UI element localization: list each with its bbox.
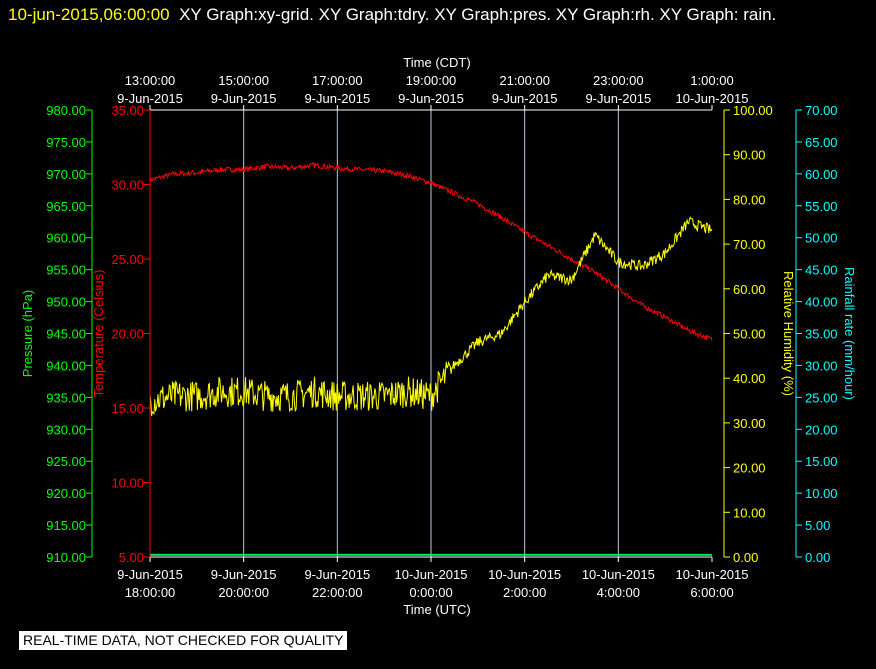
humidity-tick-label: 0.00 bbox=[733, 550, 758, 565]
humidity-tick-label: 40.00 bbox=[733, 371, 766, 386]
rain-tick-label: 15.00 bbox=[805, 454, 838, 469]
x-top-tick-label-date: 9-Jun-2015 bbox=[211, 91, 277, 106]
rain-tick-label: 45.00 bbox=[805, 263, 838, 278]
x-bottom-tick-label-date: 9-Jun-2015 bbox=[211, 567, 277, 582]
pressure-tick-label: 955.00 bbox=[46, 263, 86, 278]
x-top-tick-label-time: 23:00:00 bbox=[593, 73, 644, 88]
x-top-axis-title: Time (CDT) bbox=[403, 55, 470, 70]
axes-layer: 13:00:00 9-Jun-2015 15:00:00 9-Jun-2015 17:0… bbox=[20, 55, 857, 617]
qc-warning-banner: REAL-TIME DATA, NOT CHECKED FOR QUALITY bbox=[19, 631, 348, 650]
x-top-tick-label-time: 1:00:00 bbox=[690, 73, 733, 88]
temperature-tick-label: 25.00 bbox=[111, 252, 144, 267]
rain-tick-label: 10.00 bbox=[805, 486, 838, 501]
humidity-tick-label: 70.00 bbox=[733, 237, 766, 252]
rain-tick-label: 60.00 bbox=[805, 167, 838, 182]
x-bottom-tick-label-time: 6:00:00 bbox=[690, 585, 733, 600]
rain-tick-label: 5.00 bbox=[805, 518, 830, 533]
pressure-tick-label: 920.00 bbox=[46, 486, 86, 501]
x-top-tick-label-date: 10-Jun-2015 bbox=[676, 91, 749, 106]
x-top-tick-label-time: 17:00:00 bbox=[312, 73, 363, 88]
temperature-axis-title: Temperature (Celsius) bbox=[91, 270, 106, 398]
rain-tick-label: 65.00 bbox=[805, 135, 838, 150]
pressure-tick-label: 970.00 bbox=[46, 167, 86, 182]
x-bottom-tick-label-time: 22:00:00 bbox=[312, 585, 363, 600]
rain-tick-label: 70.00 bbox=[805, 103, 838, 118]
x-bottom-tick-label-date: 9-Jun-2015 bbox=[117, 567, 183, 582]
temperature-tick-label: 35.00 bbox=[111, 103, 144, 118]
rain-tick-label: 30.00 bbox=[805, 358, 838, 373]
series-humidity bbox=[149, 216, 713, 416]
x-bottom-tick-label-time: 0:00:00 bbox=[409, 585, 452, 600]
rain-tick-label: 55.00 bbox=[805, 199, 838, 214]
pressure-tick-label: 945.00 bbox=[46, 327, 86, 342]
pressure-tick-label: 925.00 bbox=[46, 454, 86, 469]
pressure-tick-label: 965.00 bbox=[46, 199, 86, 214]
x-top-tick-label-date: 9-Jun-2015 bbox=[585, 91, 651, 106]
rain-tick-label: 20.00 bbox=[805, 422, 838, 437]
x-bottom-tick-label-date: 10-Jun-2015 bbox=[488, 567, 561, 582]
rain-tick-label: 40.00 bbox=[805, 295, 838, 310]
humidity-tick-label: 90.00 bbox=[733, 148, 766, 163]
x-bottom-tick-label-date: 10-Jun-2015 bbox=[676, 567, 749, 582]
rain-tick-label: 0.00 bbox=[805, 550, 830, 565]
x-top-tick-label-date: 9-Jun-2015 bbox=[304, 91, 370, 106]
rain-tick-label: 35.00 bbox=[805, 327, 838, 342]
humidity-tick-label: 20.00 bbox=[733, 461, 766, 476]
pressure-tick-label: 980.00 bbox=[46, 103, 86, 118]
grid-lines bbox=[243, 110, 619, 557]
humidity-axis-title: Relative Humidity (%) bbox=[781, 271, 796, 396]
rain-axis-title: Rainfall rate (mm/hour) bbox=[842, 267, 857, 400]
pressure-tick-label: 910.00 bbox=[46, 550, 86, 565]
humidity-tick-label: 10.00 bbox=[733, 505, 766, 520]
x-top-tick-label-date: 9-Jun-2015 bbox=[492, 91, 558, 106]
series-layer bbox=[149, 161, 713, 556]
pressure-tick-label: 940.00 bbox=[46, 358, 86, 373]
temperature-tick-label: 20.00 bbox=[111, 327, 144, 342]
rain-tick-label: 50.00 bbox=[805, 231, 838, 246]
temperature-tick-label: 30.00 bbox=[111, 178, 144, 193]
rain-tick-label: 25.00 bbox=[805, 390, 838, 405]
x-top-tick-label-date: 9-Jun-2015 bbox=[117, 91, 183, 106]
humidity-tick-label: 30.00 bbox=[733, 416, 766, 431]
pressure-tick-label: 930.00 bbox=[46, 422, 86, 437]
temperature-tick-label: 10.00 bbox=[111, 476, 144, 491]
header-time: 10-jun-2015,06:00:00 bbox=[8, 5, 170, 24]
series-temperature bbox=[149, 161, 713, 341]
x-top-tick-label-date: 9-Jun-2015 bbox=[398, 91, 464, 106]
humidity-tick-label: 80.00 bbox=[733, 192, 766, 207]
pressure-tick-label: 950.00 bbox=[46, 295, 86, 310]
x-bottom-tick-label-date: 9-Jun-2015 bbox=[304, 567, 370, 582]
temperature-tick-label: 5.00 bbox=[119, 550, 144, 565]
x-top-tick-label-time: 21:00:00 bbox=[499, 73, 550, 88]
pressure-tick-label: 915.00 bbox=[46, 518, 86, 533]
x-bottom-axis-title: Time (UTC) bbox=[403, 602, 470, 617]
pressure-tick-label: 960.00 bbox=[46, 231, 86, 246]
x-bottom-tick-label-date: 10-Jun-2015 bbox=[395, 567, 468, 582]
humidity-tick-label: 100.00 bbox=[733, 103, 773, 118]
x-bottom-tick-label-time: 4:00:00 bbox=[597, 585, 640, 600]
humidity-tick-label: 60.00 bbox=[733, 282, 766, 297]
x-top-tick-label-time: 15:00:00 bbox=[218, 73, 269, 88]
humidity-tick-label: 50.00 bbox=[733, 327, 766, 342]
pressure-axis-title: Pressure (hPa) bbox=[20, 290, 35, 377]
x-top-tick-label-time: 19:00:00 bbox=[406, 73, 457, 88]
x-bottom-tick-label-date: 10-Jun-2015 bbox=[582, 567, 655, 582]
pressure-tick-label: 975.00 bbox=[46, 135, 86, 150]
chart-header: 10-jun-2015,06:00:00 XY Graph:xy-grid. X… bbox=[8, 2, 858, 28]
pressure-tick-label: 935.00 bbox=[46, 390, 86, 405]
temperature-tick-label: 15.00 bbox=[111, 401, 144, 416]
x-bottom-tick-label-time: 2:00:00 bbox=[503, 585, 546, 600]
x-bottom-tick-label-time: 20:00:00 bbox=[218, 585, 269, 600]
x-bottom-tick-label-time: 18:00:00 bbox=[125, 585, 176, 600]
header-graph-list: XY Graph:xy-grid. XY Graph:tdry. XY Grap… bbox=[179, 5, 777, 24]
x-top-tick-label-time: 13:00:00 bbox=[125, 73, 176, 88]
